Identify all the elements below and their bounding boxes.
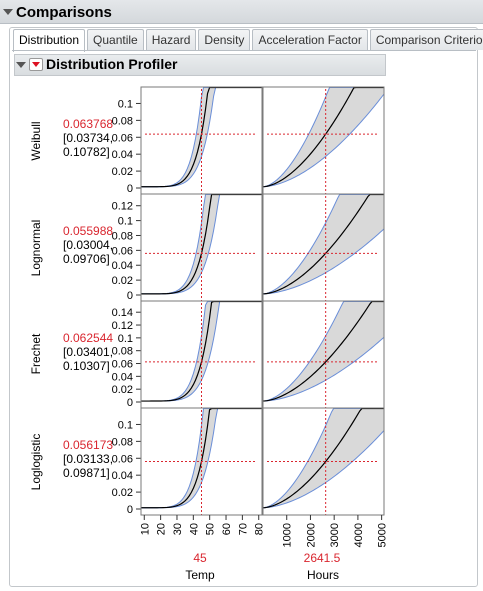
ci-upper: 0.10782] (63, 145, 110, 159)
prediction-value[interactable]: 0.055988 (63, 224, 114, 238)
ci-lower: [0.03004, (63, 238, 114, 252)
row-values-weibull: 0.063768 [0.03734, 0.10782] (63, 117, 129, 159)
factor-current-hours[interactable]: 2641.5 (303, 551, 341, 565)
red-triangle-menu-icon[interactable] (29, 58, 43, 71)
prediction-value[interactable]: 0.056173 (63, 438, 114, 452)
row-name-frechet: Frechet (29, 333, 43, 375)
profiler-title: Distribution Profiler (46, 56, 178, 72)
ci-lower: [0.03734, (63, 131, 114, 145)
factor-name-temp: Temp (185, 568, 215, 582)
tab-quantile[interactable]: Quantile (87, 29, 144, 50)
prediction-value[interactable]: 0.063768 (63, 117, 114, 131)
tab-density[interactable]: Density (198, 29, 251, 50)
ci-upper: 0.09706] (63, 252, 110, 266)
tab-distribution[interactable]: Distribution (13, 29, 86, 52)
row-name-lognormal: Lognormal (29, 219, 43, 277)
ci-lower: [0.03401, (63, 345, 114, 359)
profiler-collapse-icon[interactable] (16, 62, 26, 68)
row-values-frechet: 0.062544 [0.03401, 0.10307] (63, 331, 129, 373)
collapse-triangle-icon[interactable] (3, 9, 13, 15)
comparisons-header[interactable]: Comparisons (0, 0, 483, 24)
ci-lower: [0.03133, (63, 452, 114, 466)
profiler-header[interactable] (14, 54, 386, 76)
tab-divider (12, 50, 476, 51)
tab-acceleration-factor[interactable]: Acceleration Factor (252, 29, 368, 50)
factor-current-temp[interactable]: 45 (193, 551, 207, 565)
tab-comparison-criterion[interactable]: Comparison Criterion (369, 29, 483, 50)
report-panel (9, 27, 478, 587)
tab-bar: Distribution Quantile Hazard Density Acc… (13, 29, 483, 52)
ci-upper: 0.10307] (63, 359, 110, 373)
ci-upper: 0.09871] (63, 466, 110, 480)
row-values-loglogistic: 0.056173 [0.03133, 0.09871] (63, 438, 129, 480)
row-values-lognormal: 0.055988 [0.03004, 0.09706] (63, 224, 129, 266)
prediction-value[interactable]: 0.062544 (63, 331, 114, 345)
row-name-weibull: Weibull (29, 121, 43, 161)
factor-name-hours: Hours (306, 568, 339, 582)
outline-title: Comparisons (16, 4, 112, 21)
row-name-loglogistic: Loglogistic (29, 433, 43, 491)
tab-hazard[interactable]: Hazard (145, 29, 197, 50)
